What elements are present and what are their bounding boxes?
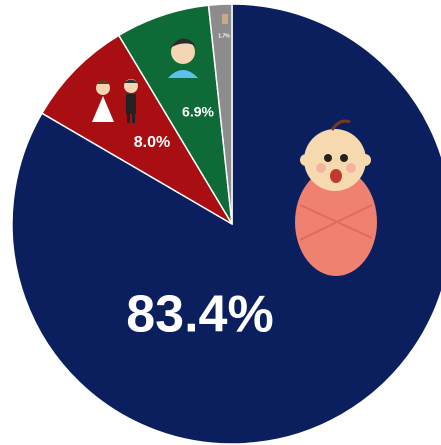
slice-label: 6.9% xyxy=(182,104,214,120)
slice-label: 83.4% xyxy=(126,286,273,344)
small-icon xyxy=(222,14,228,24)
chart: 83.4% 8.0% 6.9% 1.7% xyxy=(0,0,441,445)
slice-label: 1.7% xyxy=(218,33,230,39)
page: 83.4%8.0%6.9%1.7% (() => { const data = … xyxy=(0,0,441,445)
slice-label: 8.0% xyxy=(134,134,170,151)
